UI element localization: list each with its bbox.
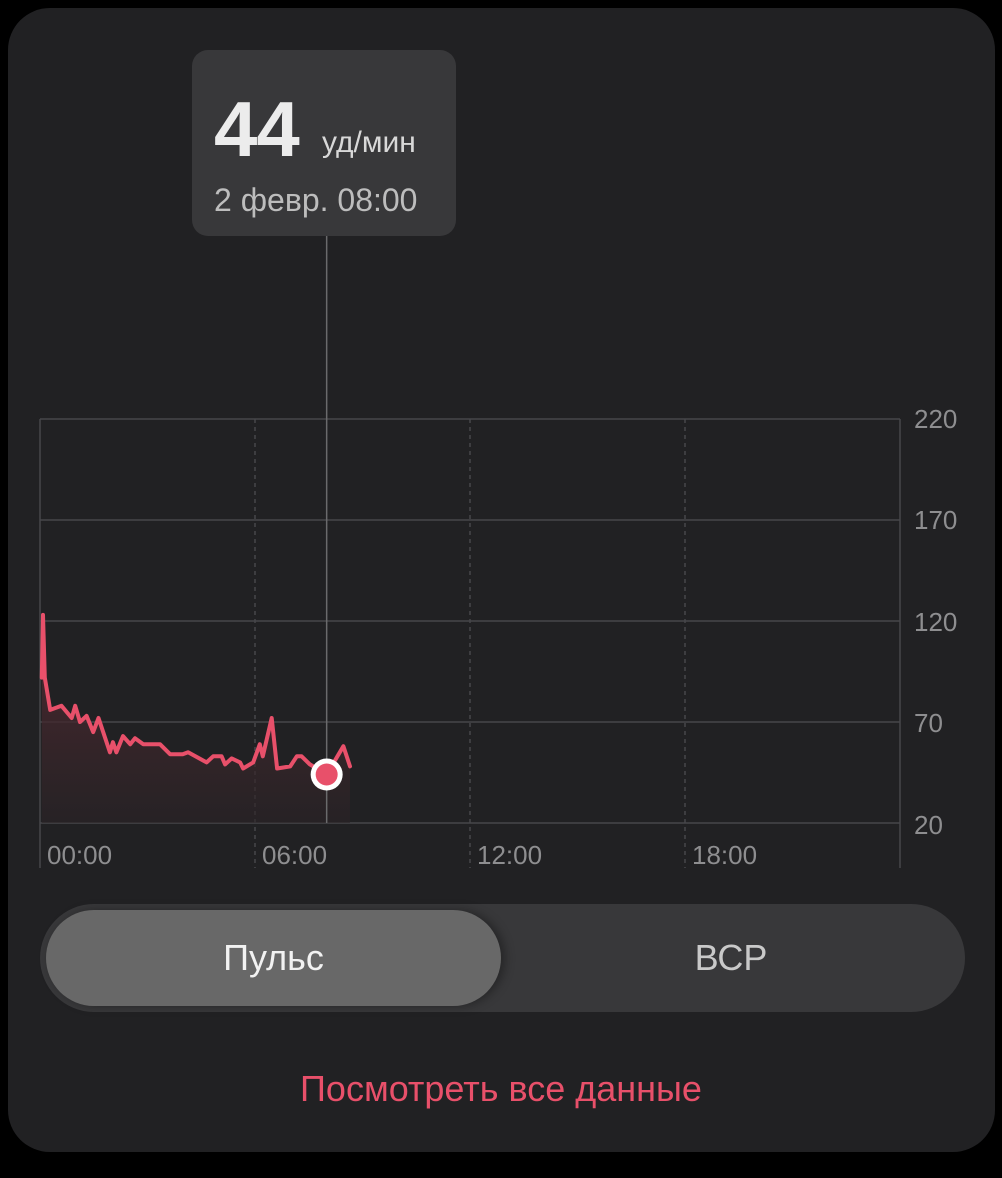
tooltip-value: 44 (214, 85, 300, 173)
y-tick-label: 120 (914, 607, 958, 637)
metric-toggle: Пульс ВСР (40, 904, 965, 1012)
x-tick-label: 18:00 (692, 840, 758, 870)
y-tick-label: 70 (914, 708, 943, 738)
area-fill (41, 614, 351, 823)
tab-hrv[interactable]: ВСР (694, 937, 768, 978)
y-tick-label: 170 (914, 505, 958, 535)
view-all-data-link[interactable]: Посмотреть все данные (300, 1068, 702, 1109)
tooltip-unit: уд/мин (322, 126, 416, 159)
y-tick-label: 20 (914, 810, 943, 840)
chart-tooltip: 44 уд/мин 2 февр. 08:00 (192, 50, 456, 236)
x-tick-label: 00:00 (47, 840, 113, 870)
x-tick-label: 06:00 (262, 840, 328, 870)
tooltip-date: 2 февр. 08:00 (214, 182, 418, 218)
tab-pulse[interactable]: Пульс (46, 910, 501, 1006)
x-tick-label: 12:00 (477, 840, 543, 870)
selected-point-marker (315, 763, 338, 786)
heart-rate-line (39, 612, 352, 777)
y-tick-label: 220 (914, 404, 958, 434)
